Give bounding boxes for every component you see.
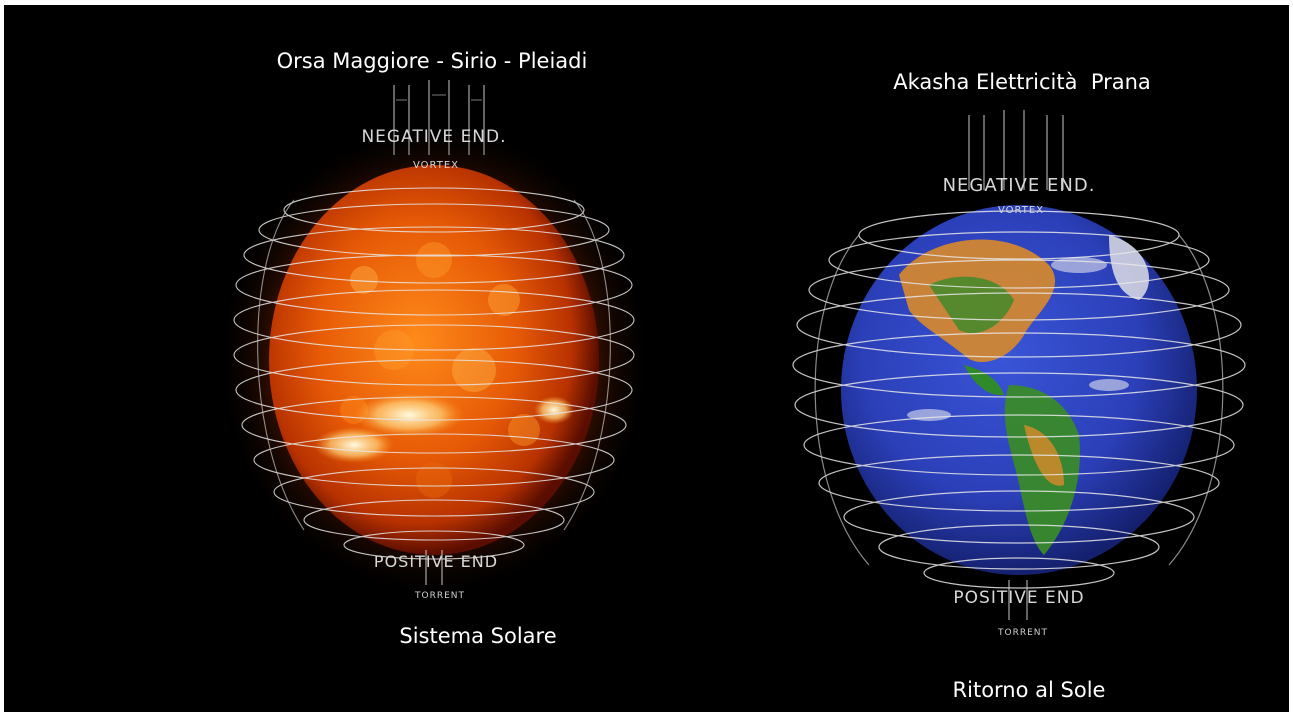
torrent-label: TORRENT <box>414 591 465 601</box>
caption-bottom-right: Ritorno al Sole <box>952 678 1106 702</box>
bottom-pipe <box>425 550 443 585</box>
vortex-label: VORTEX <box>998 205 1044 216</box>
caption-top-right: Akasha Elettricità Prana <box>893 70 1151 94</box>
positive-end-label: POSITIVE END <box>374 552 498 571</box>
slide: NEGATIVE END. VORTEX POSITIVE END TORREN… <box>4 5 1289 712</box>
vortex-label: VORTEX <box>413 160 459 171</box>
negative-end-label: NEGATIVE END. <box>361 127 506 147</box>
sun-flare <box>314 427 394 463</box>
sun-flare <box>354 393 464 437</box>
negative-end-label: NEGATIVE END. <box>943 175 1096 196</box>
positive-end-label: POSITIVE END <box>953 588 1084 608</box>
vortex-spirals <box>792 210 1246 589</box>
top-pipes <box>968 110 1064 190</box>
sun-vortex-figure: NEGATIVE END. VORTEX POSITIVE END TORREN… <box>214 80 654 601</box>
vortex-spirals <box>233 187 635 560</box>
bottom-pipe <box>1008 580 1028 620</box>
caption-top-left: Orsa Maggiore - Sirio - Pleiadi <box>276 49 588 73</box>
caption-bottom-left: Sistema Solare <box>399 624 557 648</box>
earth-vortex-figure: NEGATIVE END. VORTEX POSITIVE END TORREN… <box>792 110 1246 638</box>
earth-continents <box>899 235 1149 555</box>
sun-flare <box>534 396 574 424</box>
torrent-label: TORRENT <box>997 628 1048 638</box>
